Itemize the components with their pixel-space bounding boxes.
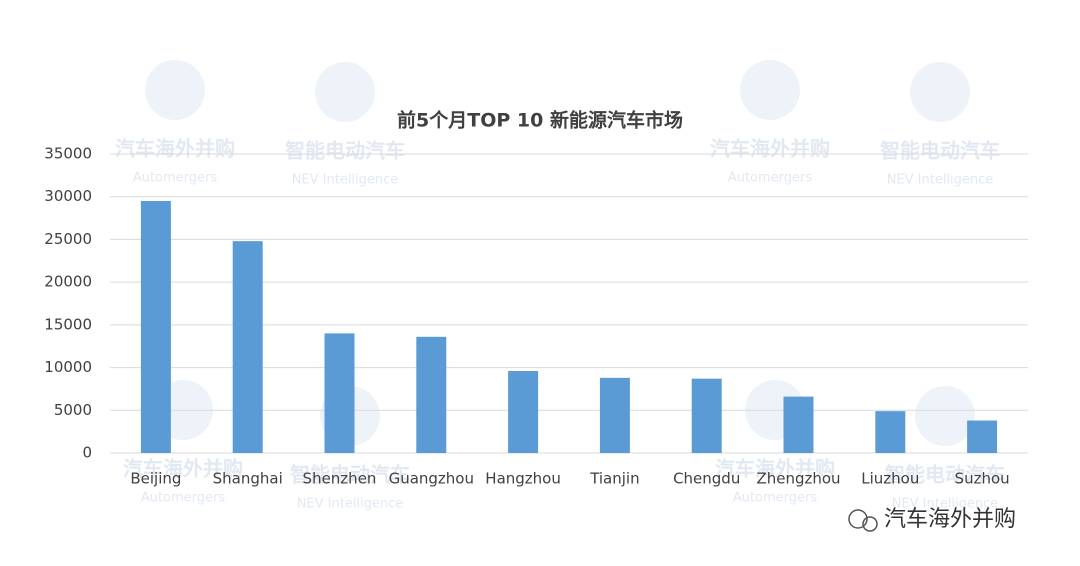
bar xyxy=(324,333,355,453)
watermark: 汽车海外并购 xyxy=(715,457,835,481)
bar xyxy=(875,411,906,453)
bar xyxy=(967,420,998,453)
watermark-logo xyxy=(740,60,800,120)
y-tick-label: 5000 xyxy=(54,401,92,419)
watermark-logo xyxy=(315,62,375,122)
bar xyxy=(416,336,447,453)
x-tick-label: Liuzhou xyxy=(861,470,919,488)
watermark: Automergers xyxy=(133,171,218,186)
watermark: 汽车海外并购 xyxy=(115,137,235,161)
y-tick-label: 25000 xyxy=(44,230,92,248)
x-tick-label: Zhengzhou xyxy=(756,470,840,488)
watermark: NEV Intelligence xyxy=(292,173,399,188)
bar xyxy=(691,378,722,453)
watermark: 汽车海外并购 xyxy=(710,137,830,161)
watermark-logo xyxy=(145,60,205,120)
wechat-icon xyxy=(848,509,868,529)
watermark: 智能电动汽车 xyxy=(880,139,1000,163)
bar xyxy=(599,377,630,453)
watermark: Automergers xyxy=(733,491,818,506)
source-label: 汽车海外并购 xyxy=(884,507,1016,532)
bar xyxy=(783,396,814,453)
watermark: 智能电动汽车 xyxy=(285,139,405,163)
watermark: 智能电动汽车 xyxy=(885,463,1005,487)
x-tick-label: Suzhou xyxy=(955,470,1010,488)
x-tick-label: Shenzhen xyxy=(303,470,377,488)
bar xyxy=(140,200,171,453)
watermark: NEV Intelligence xyxy=(297,497,404,512)
watermark-logo xyxy=(910,62,970,122)
bar xyxy=(232,241,263,453)
watermarks: 汽车海外并购 Automergers 智能电动汽车 NEV Intelligence 汽… xyxy=(115,60,1005,512)
y-tick-label: 10000 xyxy=(44,358,92,376)
bar xyxy=(508,370,539,453)
watermark: NEV Intelligence xyxy=(887,173,994,188)
chart-title: 前5个月TOP 10 新能源汽车市场 xyxy=(397,109,683,132)
watermark: Automergers xyxy=(141,491,226,506)
watermark-logo xyxy=(915,386,975,446)
watermark: Automergers xyxy=(728,171,813,186)
watermark: NEV Intelligence xyxy=(892,497,999,512)
watermark: 汽车海外并购 xyxy=(123,457,243,481)
watermark: 智能电动汽车 xyxy=(290,463,410,487)
x-tick-label: Guangzhou xyxy=(389,470,474,488)
wechat-icon xyxy=(862,516,878,532)
x-tick-label: Shanghai xyxy=(213,470,283,488)
y-tick-label: 20000 xyxy=(44,273,92,291)
y-tick-label: 0 xyxy=(82,444,92,462)
x-tick-label: Tianjin xyxy=(589,470,639,488)
y-tick-label: 30000 xyxy=(44,187,92,205)
x-tick-label: Chengdu xyxy=(673,470,740,488)
y-tick-label: 35000 xyxy=(44,145,92,163)
x-tick-label: Hangzhou xyxy=(485,470,561,488)
y-tick-label: 15000 xyxy=(44,315,92,333)
x-tick-label: Beijing xyxy=(130,470,181,488)
source-badge: 汽车海外并购 xyxy=(848,507,1016,532)
